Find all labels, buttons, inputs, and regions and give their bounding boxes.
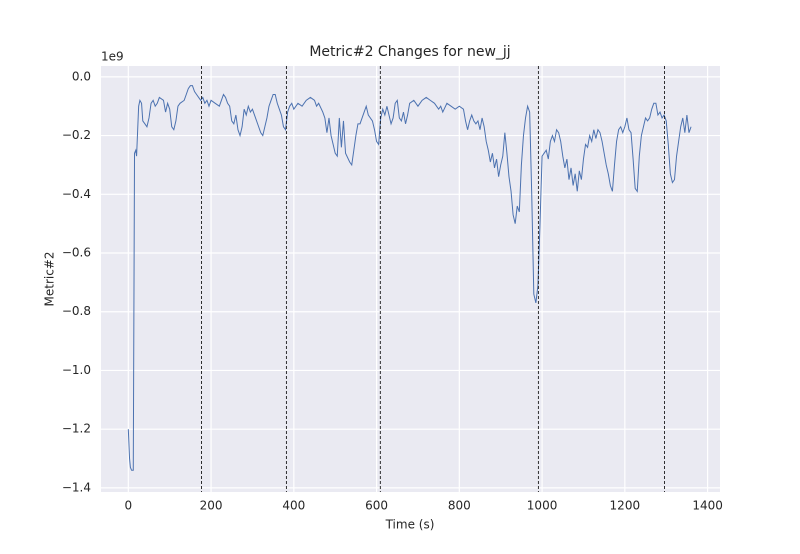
y-tick-label: −1.4 xyxy=(62,480,91,494)
x-tick-label: 600 xyxy=(365,499,388,513)
y-tick-label: −1.2 xyxy=(62,422,91,436)
x-tick-label: 1400 xyxy=(692,499,723,513)
data-line xyxy=(127,85,692,471)
x-tick-label: 1000 xyxy=(527,499,558,513)
y-tick-label: −0.2 xyxy=(62,128,91,142)
x-axis-label: Time (s) xyxy=(385,518,435,532)
y-offset-label: 1e9 xyxy=(101,50,124,64)
x-tick-label: 200 xyxy=(200,499,223,513)
y-tick-label: 0.0 xyxy=(72,69,91,83)
y-tick-label: −1.0 xyxy=(62,363,91,377)
y-tick-label: −0.6 xyxy=(62,246,91,260)
x-tick-label: 0 xyxy=(124,499,132,513)
x-tick-label: 800 xyxy=(448,499,471,513)
plot-area xyxy=(101,66,720,492)
y-tick-label: −0.4 xyxy=(62,187,91,201)
x-tick-label: 400 xyxy=(282,499,305,513)
chart-title: Metric#2 Changes for new_jj xyxy=(309,44,510,60)
y-axis-label: Metric#2 xyxy=(43,252,57,307)
y-tick-label: −0.8 xyxy=(62,304,91,318)
x-tick-label: 1200 xyxy=(610,499,641,513)
